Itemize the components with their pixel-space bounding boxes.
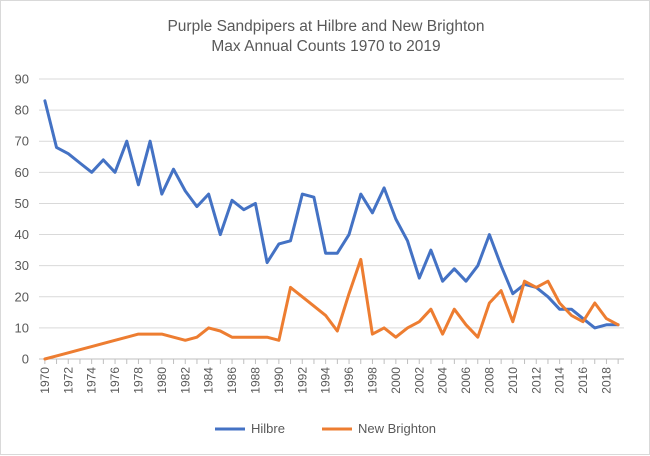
y-tick-label: 60 xyxy=(15,165,29,180)
y-axis-ticks: 0 10 20 30 40 50 60 70 80 90 xyxy=(15,72,29,367)
x-tick-label: 2006 xyxy=(459,367,473,394)
x-tick-label: 1990 xyxy=(272,367,286,394)
chart-title-line-1: Purple Sandpipers at Hilbre and New Brig… xyxy=(167,18,484,35)
x-tick-label: 2000 xyxy=(389,367,403,394)
x-tick-label: 1978 xyxy=(131,367,145,394)
x-tick-label: 2014 xyxy=(553,367,567,394)
y-tick-label: 40 xyxy=(15,227,29,242)
y-tick-label: 90 xyxy=(15,72,29,87)
chart-title-line-2: Max Annual Counts 1970 to 2019 xyxy=(211,38,440,55)
x-tick-label: 1994 xyxy=(319,367,333,394)
x-tick-label: 1980 xyxy=(155,367,169,394)
x-tick-label: 1998 xyxy=(365,367,379,394)
y-tick-label: 50 xyxy=(15,196,29,211)
x-tick-label: 1992 xyxy=(295,367,309,394)
legend-label-hilbre: Hilbre xyxy=(251,421,285,436)
x-tick-label: 1974 xyxy=(85,367,99,394)
x-tick-label: 2018 xyxy=(599,367,613,394)
x-tick-label: 1996 xyxy=(342,367,356,394)
x-tick-label: 2016 xyxy=(576,367,590,394)
x-tick-label: 1986 xyxy=(225,367,239,394)
x-tick-label: 2010 xyxy=(506,367,520,394)
x-tick-label: 1976 xyxy=(108,367,122,394)
legend-label-new-brighton: New Brighton xyxy=(358,421,436,436)
y-tick-label: 10 xyxy=(15,320,29,335)
x-tick-label: 1982 xyxy=(178,367,192,394)
x-tick-label: 2012 xyxy=(529,367,543,394)
x-tick-label: 2008 xyxy=(482,367,496,394)
x-tick-label: 1988 xyxy=(248,367,262,394)
x-tick-label: 2002 xyxy=(412,367,426,394)
series-lines xyxy=(43,99,620,361)
legend: Hilbre New Brighton xyxy=(215,421,436,436)
gridlines xyxy=(39,78,624,360)
y-tick-label: 70 xyxy=(15,134,29,149)
x-axis-ticks: 1970 1972 1974 1976 1978 1980 1982 1984 1986 1988… xyxy=(38,359,619,394)
series-line-hilbre xyxy=(43,99,620,330)
y-tick-label: 80 xyxy=(15,103,29,118)
x-tick-label: 1984 xyxy=(202,367,216,394)
x-tick-label: 1972 xyxy=(61,367,75,394)
x-tick-label: 1970 xyxy=(38,367,52,394)
x-tick-label: 2004 xyxy=(436,367,450,394)
y-tick-label: 30 xyxy=(15,258,29,273)
y-tick-label: 0 xyxy=(22,352,29,367)
y-tick-label: 20 xyxy=(15,289,29,304)
series-line-new-brighton xyxy=(43,257,620,361)
